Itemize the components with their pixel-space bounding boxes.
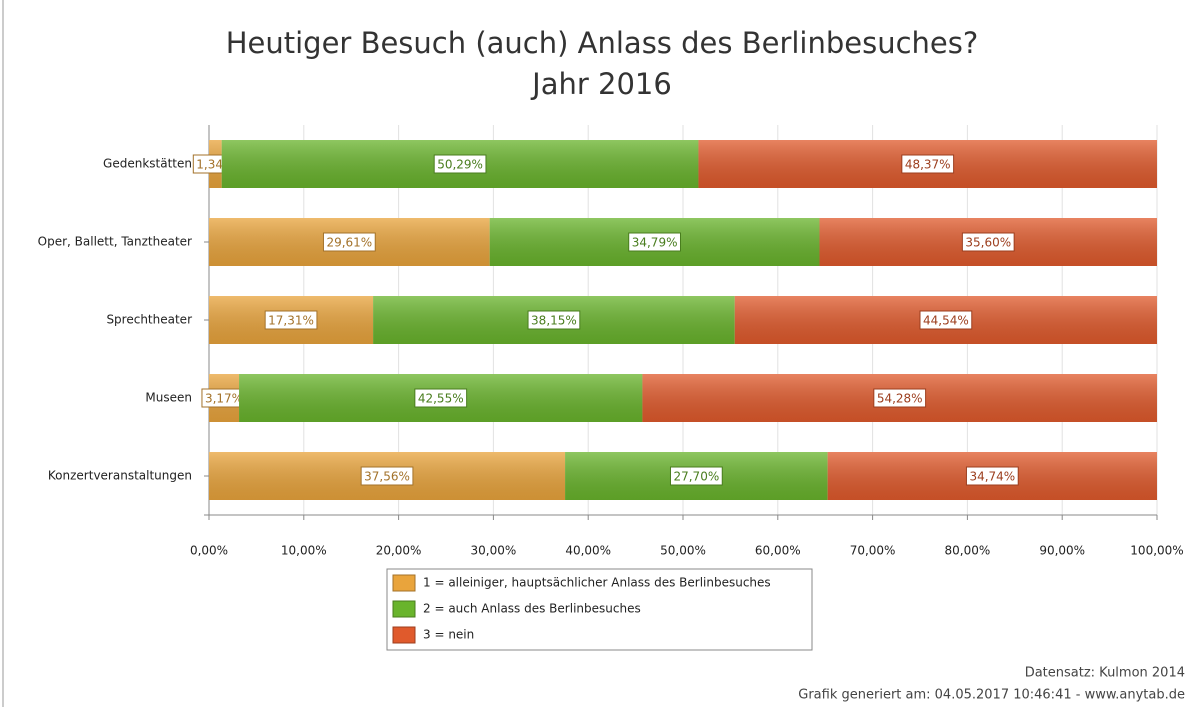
value-label-box <box>961 232 1015 252</box>
value-label: 3,17% <box>205 392 243 406</box>
value-label: 48,37% <box>905 158 951 172</box>
legend-swatch <box>392 600 416 618</box>
legend-label: 3 = nein <box>423 628 474 642</box>
value-label: 29,61% <box>326 236 372 250</box>
x-tick-label: 100,00% <box>1130 544 1183 558</box>
x-tick-label: 0,00% <box>190 544 228 558</box>
value-label-box <box>264 310 318 330</box>
y-tick-label: Museen <box>145 391 192 405</box>
legend-label: 2 = auch Anlass des Berlinbesuches <box>423 602 641 616</box>
x-tick-label: 70,00% <box>850 544 896 558</box>
value-label: 44,54% <box>923 314 969 328</box>
chart-subtitle: Jahr 2016 <box>530 67 672 101</box>
x-tick-label: 20,00% <box>376 544 422 558</box>
value-label-box <box>527 310 581 330</box>
legend-label: 1 = alleiniger, hauptsächlicher Anlass d… <box>423 576 771 590</box>
x-tick-label: 40,00% <box>565 544 611 558</box>
value-label: 35,60% <box>965 236 1011 250</box>
value-label: 17,31% <box>268 314 314 328</box>
value-label: 34,79% <box>632 236 678 250</box>
x-tick-label: 60,00% <box>755 544 801 558</box>
value-label-box <box>965 466 1019 486</box>
value-label-box <box>360 466 414 486</box>
chart-title: Heutiger Besuch (auch) Anlass des Berlin… <box>226 26 979 60</box>
legend-box <box>386 568 813 651</box>
legend-swatch <box>392 574 416 592</box>
x-tick-label: 30,00% <box>471 544 517 558</box>
value-label: 50,29% <box>437 158 483 172</box>
value-label: 38,15% <box>531 314 577 328</box>
y-tick-label: Konzertveranstaltungen <box>48 469 192 483</box>
y-tick-label: Sprechtheater <box>106 313 192 327</box>
value-label-box <box>919 310 973 330</box>
value-label: 27,70% <box>673 470 719 484</box>
value-label: 34,74% <box>969 470 1015 484</box>
x-tick-label: 90,00% <box>1039 544 1085 558</box>
footnote: Datensatz: Kulmon 2014 <box>1025 666 1185 681</box>
footnote: Grafik generiert am: 04.05.2017 10:46:41… <box>798 688 1185 703</box>
legend-swatch <box>392 626 416 644</box>
value-label-box <box>628 232 681 252</box>
x-tick-label: 80,00% <box>945 544 991 558</box>
value-label: 42,55% <box>418 392 464 406</box>
value-label-box <box>322 232 376 252</box>
value-label: 54,28% <box>877 392 923 406</box>
x-tick-label: 50,00% <box>660 544 706 558</box>
y-tick-label: Gedenkstätten <box>103 157 192 171</box>
x-tick-label: 10,00% <box>281 544 327 558</box>
value-label: 37,56% <box>364 470 410 484</box>
value-label-box <box>873 388 927 408</box>
value-label-box <box>414 388 468 408</box>
value-label-box <box>669 466 723 486</box>
value-label-box <box>433 154 487 174</box>
y-tick-label: Oper, Ballett, Tanztheater <box>38 235 192 249</box>
value-label-box <box>901 154 955 174</box>
